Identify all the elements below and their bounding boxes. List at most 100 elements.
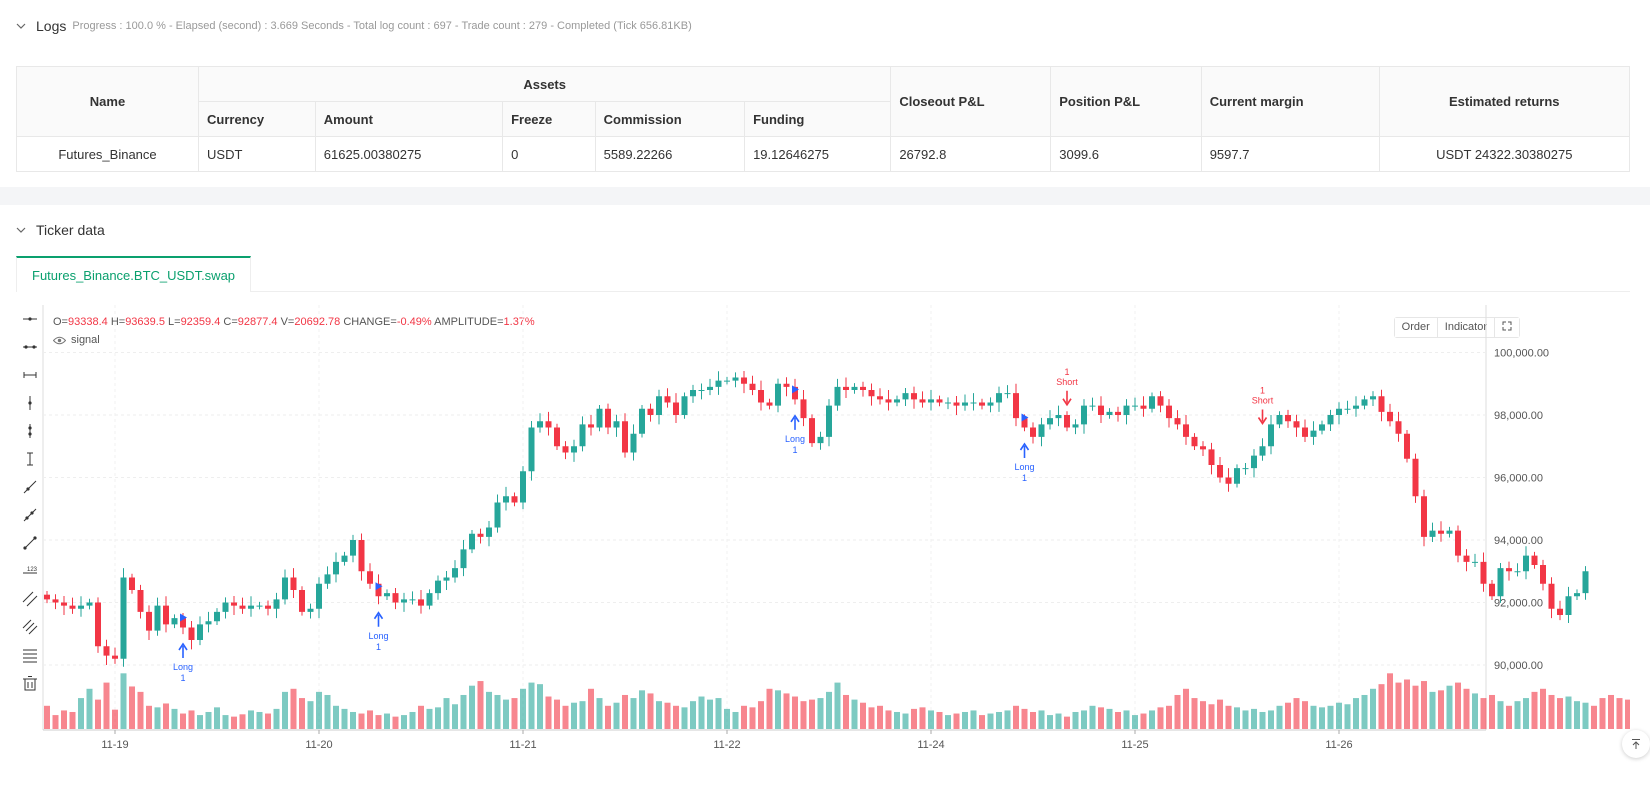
vertical-segment-icon[interactable]: [16, 445, 44, 473]
volume-bar: [647, 693, 654, 729]
logs-header[interactable]: Logs Progress : 100.0 % - Elapsed (secon…: [16, 18, 692, 34]
horizontal-line-icon[interactable]: [16, 333, 44, 361]
candle-body: [571, 446, 577, 453]
short-qty: 1: [1260, 386, 1265, 396]
signal-legend[interactable]: signal: [53, 334, 100, 346]
candle-body: [579, 424, 586, 447]
candle-body: [486, 527, 492, 537]
chevron-down-icon[interactable]: [16, 225, 26, 235]
candle-body: [137, 590, 144, 612]
candle-body: [1370, 396, 1376, 400]
candle-body: [775, 383, 781, 406]
section-divider: [0, 187, 1650, 205]
volume-bar: [1446, 685, 1453, 729]
indicator-button[interactable]: Indicator: [1437, 318, 1495, 337]
parallel-channel-icon[interactable]: [16, 585, 44, 613]
candle-body: [154, 605, 161, 631]
volume-bar: [681, 707, 688, 729]
candle-body: [239, 605, 246, 609]
ohlc-v-label: V=: [280, 316, 295, 328]
candle-body: [120, 577, 127, 659]
cell-funding: 19.12646275: [744, 136, 892, 172]
ohlc-amp-label: AMPLITUDE=: [434, 316, 504, 328]
volume-bar: [214, 707, 220, 729]
candle-body: [877, 396, 883, 400]
candle-body: [545, 421, 552, 428]
fullscreen-icon[interactable]: [1495, 318, 1519, 337]
trash-icon[interactable]: [16, 669, 44, 697]
volume-bar: [851, 699, 858, 729]
volume-bar: [783, 693, 790, 729]
candle-body: [1259, 446, 1266, 456]
cell-name: Futures_Binance: [15, 136, 200, 172]
volume-bar: [1089, 705, 1096, 729]
candle-body: [290, 577, 297, 590]
volume-bar: [1106, 708, 1113, 729]
volume-bar: [69, 711, 76, 729]
candle-body: [52, 599, 59, 603]
candle-body: [647, 408, 654, 415]
long-arrow-head: [1019, 442, 1030, 451]
tab-btc-usdt-swap[interactable]: Futures_Binance.BTC_USDT.swap: [16, 256, 252, 292]
volume-bar: [333, 705, 339, 729]
volume-bar: [817, 698, 824, 729]
candle-body: [333, 561, 339, 575]
volume-bar: [792, 696, 798, 729]
candle-body: [783, 383, 790, 387]
volume-bar: [426, 708, 433, 729]
candle-body: [350, 540, 356, 556]
candle-body: [401, 599, 407, 603]
candle-body: [61, 602, 67, 606]
candle-body: [1183, 424, 1189, 437]
volume-bar: [1259, 711, 1266, 729]
logs-title: Logs: [36, 18, 67, 34]
vertical-ray-icon[interactable]: [16, 417, 44, 445]
candle-body: [1140, 405, 1147, 409]
candle-body: [860, 386, 866, 390]
candle-body: [1327, 415, 1334, 425]
x-tick-label: 11-22: [713, 739, 740, 751]
candle-body: [1463, 555, 1470, 562]
candle-body: [1276, 415, 1283, 425]
vertical-line-icon[interactable]: [16, 389, 44, 417]
long-entry-flag: [375, 582, 383, 591]
volume-bar: [1234, 707, 1240, 729]
trend-line-icon[interactable]: [16, 473, 44, 501]
candlestick-chart[interactable]: 100,000.00 98,000.00 96,000.00 94,000.00 92,…: [16, 305, 1630, 795]
volume-bar: [367, 710, 373, 729]
volume-bar: [52, 715, 59, 729]
candle-body: [528, 427, 535, 472]
candle-body: [596, 408, 603, 428]
horizontal-segment-icon[interactable]: [16, 361, 44, 389]
volume-bar: [1157, 707, 1164, 729]
chevron-down-icon[interactable]: [16, 21, 26, 31]
volume-bar: [1548, 694, 1555, 729]
candle-body: [214, 611, 220, 622]
volume-bar: [741, 705, 747, 729]
horizontal-ray-icon[interactable]: [16, 305, 44, 333]
candle-body: [1191, 436, 1198, 447]
ray-line-icon[interactable]: [16, 501, 44, 529]
volume-bar: [180, 713, 186, 729]
volume-bar: [979, 715, 985, 729]
volume-bar: [1497, 701, 1504, 729]
price-label-icon[interactable]: 123: [16, 557, 44, 585]
cell-position: 3099.6: [1050, 136, 1202, 172]
candle-body: [1047, 418, 1053, 425]
volume-bar: [273, 708, 280, 729]
order-button[interactable]: Order: [1394, 318, 1438, 337]
scroll-top-button[interactable]: [1622, 730, 1650, 758]
candle-body: [129, 577, 135, 590]
volume-bar: [562, 705, 569, 729]
volume-bar: [384, 713, 390, 729]
segment-line-icon[interactable]: [16, 529, 44, 557]
candle-body: [1115, 411, 1121, 415]
volume-bar: [503, 699, 509, 729]
eye-icon[interactable]: [53, 336, 66, 345]
fib-channel-icon[interactable]: [16, 613, 44, 641]
ticker-header[interactable]: Ticker data: [16, 222, 105, 238]
fib-retracement-icon[interactable]: [16, 641, 44, 669]
candle-body: [1387, 411, 1393, 422]
candle-body: [894, 399, 900, 403]
volume-bar: [1395, 682, 1402, 729]
